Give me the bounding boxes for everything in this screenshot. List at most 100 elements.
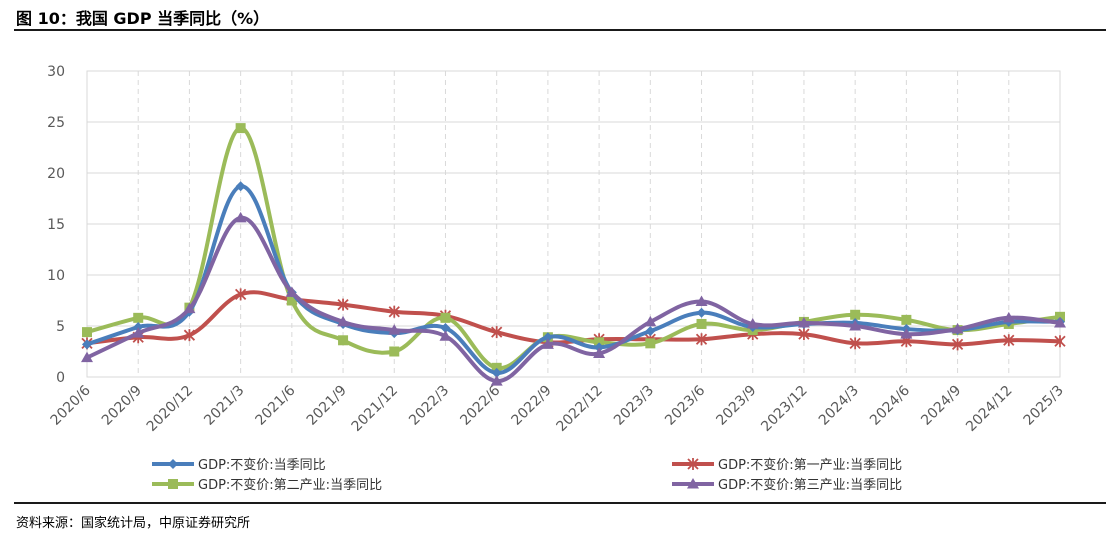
data-point-secondary [1055, 311, 1065, 322]
legend-point [687, 457, 699, 470]
legend-point [168, 458, 178, 469]
data-point-total [82, 339, 92, 350]
data-point-tertiary [388, 324, 401, 335]
data-point-tertiary [81, 351, 93, 363]
y-tick-label: 5 [56, 319, 65, 335]
x-tick-label: 2022/12 [553, 383, 605, 435]
data-point-total [594, 342, 605, 353]
x-tick-label: 2024/9 [918, 383, 964, 429]
data-point-tertiary [951, 323, 964, 334]
data-point-primary [337, 298, 349, 311]
series-line-total [85, 184, 1062, 375]
data-point-tertiary [900, 328, 913, 339]
series-tertiary [81, 211, 1066, 386]
x-tick-label: 2023/9 [713, 383, 759, 429]
data-point-secondary [133, 312, 144, 323]
data-point-tertiary [797, 316, 810, 328]
series-line-secondary [85, 126, 1062, 370]
legend-item-secondary: GDP:不变价:第二产业:当季同比 [150, 474, 382, 493]
data-point-secondary [594, 337, 605, 348]
x-tick-label: 2021/9 [304, 383, 350, 429]
data-point-total [542, 332, 553, 343]
data-point-tertiary [1054, 316, 1066, 328]
data-point-total [133, 322, 144, 333]
legend-label-tertiary: GDP:不变价:第三产业:当季同比 [718, 478, 903, 493]
data-point-primary [1003, 334, 1015, 347]
data-point-tertiary [439, 330, 452, 341]
data-point-tertiary [644, 315, 657, 327]
x-tick-label: 2021/6 [253, 382, 299, 428]
data-point-tertiary [285, 286, 298, 297]
data-point-primary [234, 288, 247, 301]
legend-marker-secondary [152, 478, 194, 489]
x-tick-label: 2021/3 [201, 383, 247, 429]
bottom-rule [14, 502, 1106, 504]
x-tick-label: 2020/6 [48, 382, 94, 428]
top-rule [14, 29, 1106, 31]
legend-marker-tertiary [672, 477, 714, 488]
data-point-total [491, 367, 502, 378]
data-point-primary [491, 326, 503, 339]
data-point-tertiary [849, 320, 862, 331]
x-tick-label: 2024/12 [963, 383, 1015, 435]
x-tick-label: 2025/3 [1021, 383, 1067, 429]
data-point-tertiary [695, 295, 708, 307]
y-tick-label: 20 [47, 166, 65, 182]
data-point-secondary [696, 318, 707, 329]
y-tick-label: 30 [47, 64, 65, 80]
data-point-primary [388, 305, 400, 318]
data-point-secondary [389, 346, 400, 357]
figure-title: 图 10：我国 GDP 当季同比（%） [16, 9, 270, 28]
data-point-primary [951, 338, 964, 351]
data-point-tertiary [490, 375, 503, 386]
x-tick-label: 2020/12 [144, 383, 196, 435]
data-point-tertiary [541, 338, 554, 349]
legend-label-secondary: GDP:不变价:第二产业:当季同比 [198, 478, 383, 493]
data-point-tertiary [337, 315, 350, 327]
legend-label-total: GDP:不变价:当季同比 [198, 458, 326, 473]
data-point-tertiary [746, 317, 759, 329]
data-point-total [440, 323, 451, 334]
data-point-tertiary [132, 327, 145, 338]
source-note: 资料来源：国家统计局，中原证券研究所 [16, 516, 251, 531]
data-point-secondary [338, 335, 349, 346]
data-point-secondary [440, 312, 451, 323]
data-point-primary [1054, 335, 1066, 348]
data-point-primary [798, 328, 810, 341]
data-point-tertiary [1002, 311, 1015, 323]
x-tick-label: 2024/3 [816, 383, 862, 429]
data-point-primary [183, 329, 196, 342]
data-point-secondary [235, 123, 246, 134]
data-point-tertiary [234, 211, 247, 223]
data-point-total [696, 307, 707, 318]
x-tick-label: 2022/6 [457, 382, 503, 428]
x-tick-label: 2023/3 [611, 383, 657, 429]
legend-item-primary: GDP:不变价:第一产业:当季同比 [670, 454, 902, 473]
legend-point [687, 477, 699, 488]
legend-item-tertiary: GDP:不变价:第三产业:当季同比 [670, 474, 902, 493]
y-tick-label: 10 [47, 268, 65, 284]
legend-marker-total [152, 458, 194, 469]
legend-marker-primary [672, 457, 714, 470]
legend-item-total: GDP:不变价:当季同比 [150, 454, 326, 473]
y-tick-label: 0 [56, 370, 65, 386]
data-point-primary [849, 337, 861, 350]
data-point-secondary [901, 314, 912, 325]
legend-label-primary: GDP:不变价:第一产业:当季同比 [718, 458, 903, 473]
x-tick-label: 2023/12 [758, 383, 810, 435]
data-point-secondary [850, 309, 861, 320]
x-tick-label: 2022/9 [509, 383, 555, 429]
data-point-total [235, 181, 246, 192]
x-tick-label: 2020/9 [99, 383, 145, 429]
data-point-secondary [491, 362, 502, 373]
x-tick-label: 2021/12 [349, 383, 401, 435]
x-tick-label: 2023/6 [662, 382, 708, 428]
data-point-secondary [286, 295, 297, 306]
data-point-tertiary [593, 347, 606, 359]
y-tick-label: 15 [47, 217, 65, 233]
x-tick-label: 2024/6 [867, 382, 913, 428]
data-point-secondary [82, 327, 92, 338]
data-point-primary [695, 333, 708, 346]
x-tick-label: 2022/3 [406, 383, 452, 429]
